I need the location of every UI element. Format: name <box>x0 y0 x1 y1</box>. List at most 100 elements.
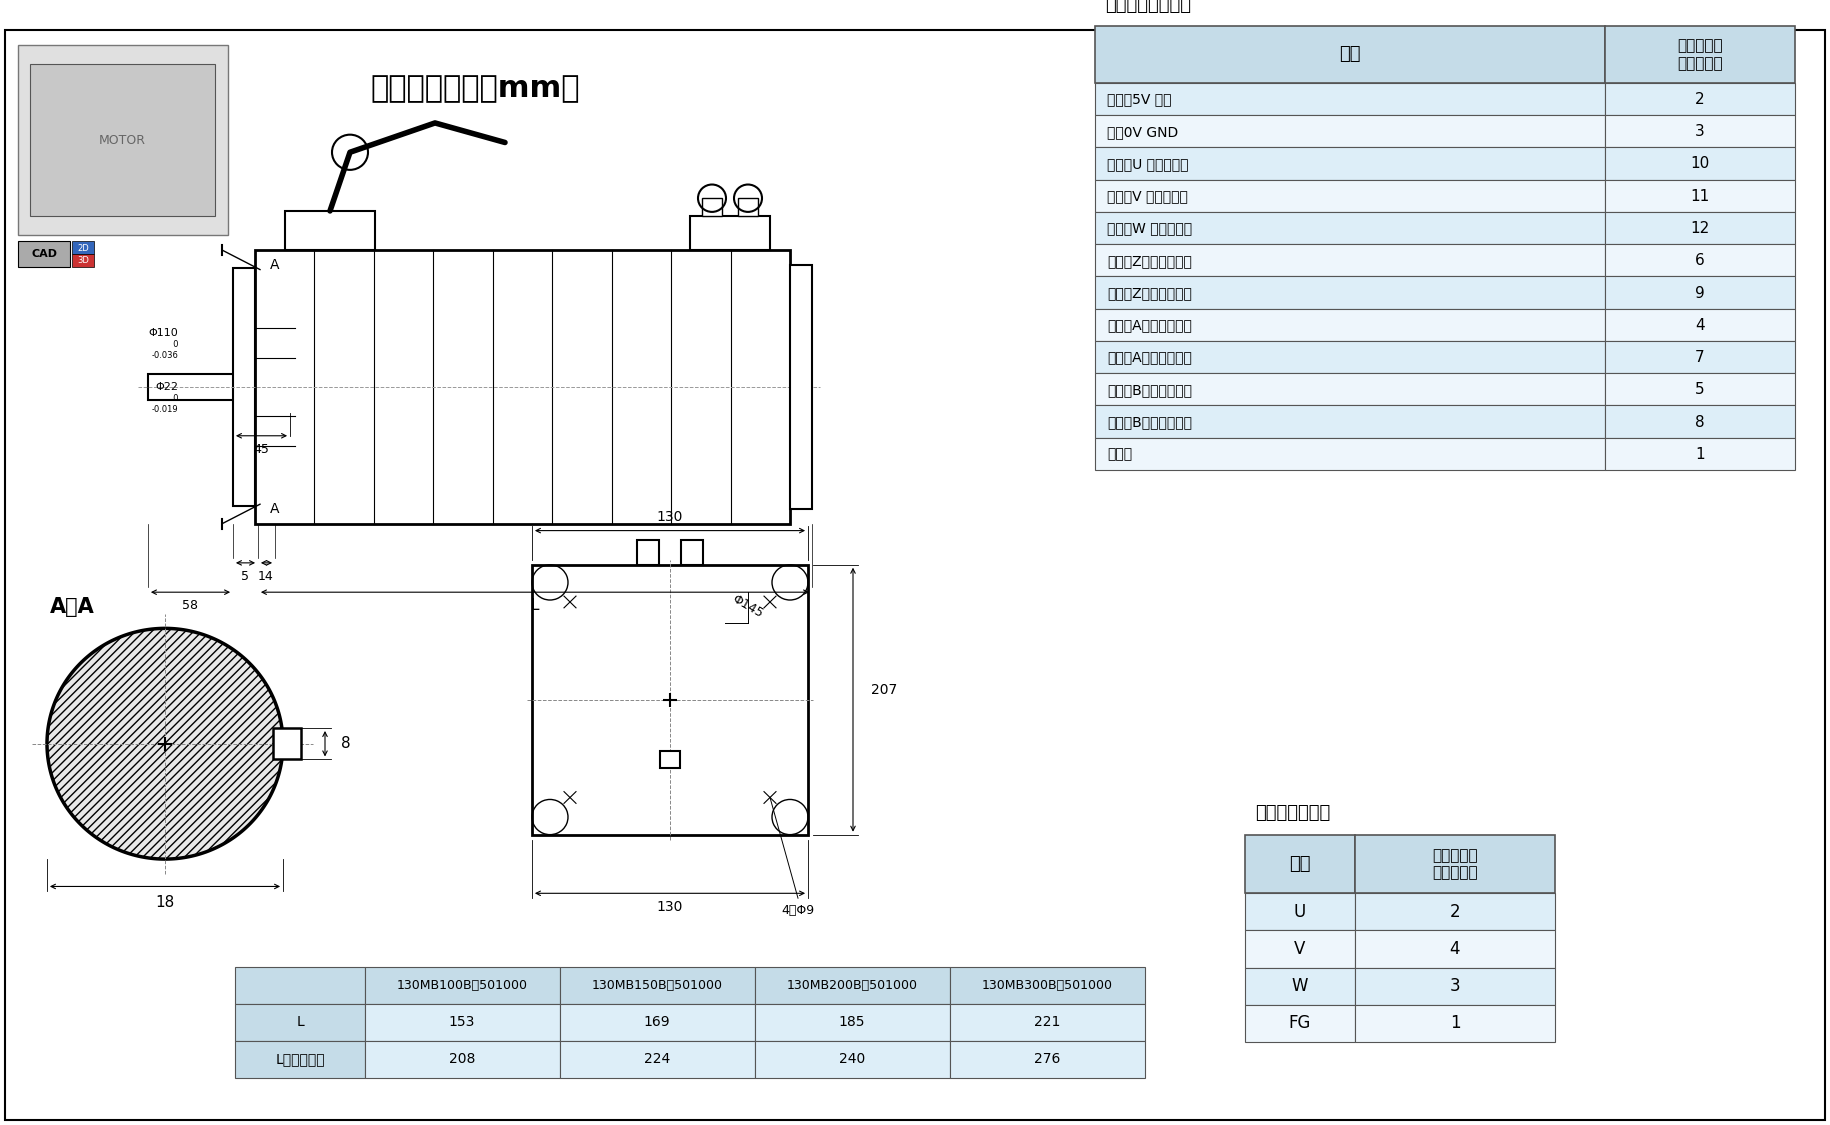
Text: 编码器B－相信号输入: 编码器B－相信号输入 <box>1107 415 1191 429</box>
Text: 6: 6 <box>1695 253 1706 268</box>
Bar <box>1094 438 1605 470</box>
Text: 3: 3 <box>1695 124 1706 140</box>
Bar <box>681 540 703 565</box>
Text: 11: 11 <box>1691 189 1709 204</box>
Text: 电机编码器线说明: 电机编码器线说明 <box>1105 0 1191 14</box>
Bar <box>690 216 770 250</box>
Text: 1: 1 <box>1449 1015 1460 1033</box>
Text: 224: 224 <box>644 1053 670 1066</box>
Text: 130: 130 <box>657 900 683 914</box>
Text: Φ22: Φ22 <box>156 381 178 391</box>
Bar <box>29 64 214 216</box>
Bar <box>1354 835 1556 893</box>
Text: Φ110: Φ110 <box>148 328 178 339</box>
Text: 1: 1 <box>1695 447 1706 462</box>
Text: 130: 130 <box>657 510 683 524</box>
Bar <box>661 750 681 768</box>
Bar <box>1605 374 1795 405</box>
Bar <box>71 241 93 254</box>
Text: 221: 221 <box>1034 1016 1060 1029</box>
Bar <box>950 1004 1146 1041</box>
Text: 10: 10 <box>1691 156 1709 171</box>
Bar <box>533 565 809 835</box>
Text: 14: 14 <box>258 570 274 583</box>
Bar <box>364 1004 560 1041</box>
Bar <box>71 254 93 267</box>
Bar <box>703 198 723 216</box>
Text: A: A <box>271 258 280 272</box>
Bar <box>254 250 791 524</box>
Text: 编码器Z－相信号输入: 编码器Z－相信号输入 <box>1107 286 1191 300</box>
Bar <box>1094 341 1605 374</box>
Bar <box>1094 147 1605 180</box>
Bar <box>1244 835 1354 893</box>
Text: 编码器A＋相信号输入: 编码器A＋相信号输入 <box>1107 318 1191 332</box>
Bar <box>1094 83 1605 115</box>
Text: 电源＋5V 输出: 电源＋5V 输出 <box>1107 92 1171 107</box>
Text: 4: 4 <box>1449 940 1460 958</box>
Text: 169: 169 <box>644 1016 670 1029</box>
Text: 8: 8 <box>340 736 351 752</box>
Bar <box>1605 212 1795 244</box>
Text: A－A: A－A <box>49 597 95 616</box>
Text: 外形尺寸（单位mm）: 外形尺寸（单位mm） <box>370 74 580 104</box>
Bar <box>637 540 659 565</box>
Bar <box>1605 341 1795 374</box>
Text: 130MB150B－501000: 130MB150B－501000 <box>591 979 723 992</box>
Text: 编码器A－相信号输入: 编码器A－相信号输入 <box>1107 351 1191 364</box>
Bar <box>560 1004 756 1041</box>
Bar <box>1094 277 1605 308</box>
Text: 45: 45 <box>253 443 269 456</box>
Bar <box>560 1041 756 1078</box>
Text: 4: 4 <box>1695 317 1706 333</box>
Bar <box>1244 893 1354 930</box>
Text: 5: 5 <box>1695 382 1706 397</box>
Text: U: U <box>1294 903 1307 921</box>
Bar <box>1094 244 1605 277</box>
Bar <box>1605 115 1795 147</box>
Text: 130MB200B－501000: 130MB200B－501000 <box>787 979 917 992</box>
Text: FG: FG <box>1288 1015 1310 1033</box>
Text: 276: 276 <box>1034 1053 1060 1066</box>
Text: 18: 18 <box>156 894 174 910</box>
Text: 编码器V 相信号输入: 编码器V 相信号输入 <box>1107 189 1188 204</box>
Text: 3: 3 <box>1449 978 1460 996</box>
Text: 5: 5 <box>242 570 249 583</box>
Bar <box>1605 147 1795 180</box>
Bar <box>1605 244 1795 277</box>
Bar <box>232 268 254 506</box>
Text: 屏蔽线: 屏蔽线 <box>1107 448 1133 461</box>
Text: 130MB100B－501000: 130MB100B－501000 <box>397 979 527 992</box>
Text: CAD: CAD <box>31 249 57 259</box>
Text: 153: 153 <box>448 1016 476 1029</box>
Bar <box>285 210 375 250</box>
Bar <box>950 1041 1146 1078</box>
Text: 定义: 定义 <box>1340 45 1362 63</box>
Text: 对应引线插
头引脚编号: 对应引线插 头引脚编号 <box>1676 38 1722 71</box>
Bar <box>1094 115 1605 147</box>
Text: 编码器Z＋相信号输入: 编码器Z＋相信号输入 <box>1107 254 1191 268</box>
Bar <box>364 966 560 1004</box>
Bar <box>1354 968 1556 1005</box>
Text: 对应引线插
头引脚编号: 对应引线插 头引脚编号 <box>1433 848 1479 880</box>
Text: 207: 207 <box>871 683 897 698</box>
Text: 208: 208 <box>448 1053 476 1066</box>
Text: 130MB300B－501000: 130MB300B－501000 <box>981 979 1113 992</box>
Bar <box>243 366 262 408</box>
Bar <box>791 264 813 510</box>
Text: 4－Φ9: 4－Φ9 <box>781 904 814 917</box>
Text: L（带制动）: L（带制动） <box>274 1053 324 1066</box>
Text: 9: 9 <box>1695 286 1706 300</box>
Text: 58: 58 <box>181 600 198 612</box>
Bar <box>1244 968 1354 1005</box>
Text: 2: 2 <box>1449 903 1460 921</box>
Text: L: L <box>296 1016 304 1029</box>
Text: 0: 0 <box>168 341 178 350</box>
Bar <box>1605 308 1795 341</box>
Bar <box>1094 405 1605 438</box>
Bar <box>273 728 300 759</box>
Text: 185: 185 <box>838 1016 866 1029</box>
Bar <box>756 1041 950 1078</box>
Text: 定义: 定义 <box>1290 855 1310 873</box>
Text: 电机动力线说明: 电机动力线说明 <box>1255 804 1330 822</box>
